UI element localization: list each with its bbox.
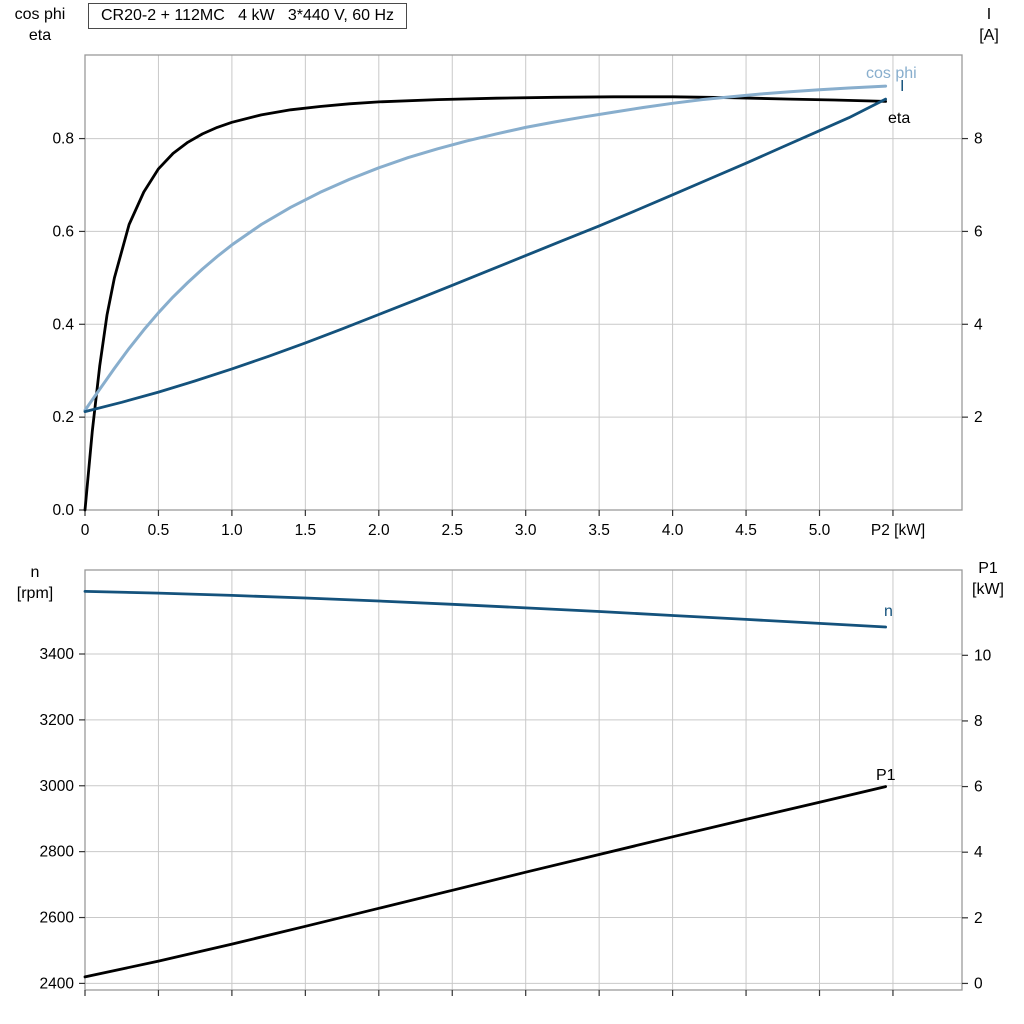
series-path-eta [83,95,887,512]
y-left-tick-label: 0.2 [52,409,74,426]
series-path-I [83,97,887,413]
y-left-tick-label: 3200 [40,712,75,729]
y-right-tick-label: 4 [974,844,983,861]
y-right-tick-label: 2 [974,910,983,927]
axis-unit-kw: [kW] [972,581,1004,598]
curve-label-P1: P1 [876,767,896,784]
x-tick-label: 2.0 [368,522,390,539]
y-right-tick-label: 2 [974,409,983,426]
y-right-tick-label: 0 [974,975,983,992]
y-left-tick-label: 2600 [40,910,75,927]
series-path-P1 [83,785,887,979]
curve-label-I: I [900,78,904,95]
plot-frame [84,54,963,511]
axis-unit-rpm: [rpm] [16,585,54,602]
x-tick-label: 4.5 [735,522,757,539]
curve-label-eta: eta [888,110,910,127]
series-path-cos-phi [83,84,888,412]
x-tick-label: 3.0 [515,522,537,539]
y-right-tick-label: 10 [974,647,992,664]
y-left-tick-label: 0.4 [52,316,74,333]
bottom-left-axis-label: n [rpm] [2,562,68,604]
plot-frame [84,569,963,991]
x-tick-label: 1.0 [221,522,243,539]
axis-label-speed: n [30,564,40,581]
chart-title: CR20-2 + 112MC 4 kW 3*440 V, 60 Hz [88,3,408,29]
y-left-tick-label: 0.8 [52,131,74,148]
y-right-tick-label: 4 [974,316,983,333]
x-axis-label: P2 [kW] [871,522,925,539]
x-tick-label: 2.5 [441,522,463,539]
x-tick-label: 5.0 [809,522,831,539]
series-path-n [83,590,887,629]
y-left-tick-label: 3400 [40,646,75,663]
y-left-tick-label: 3000 [40,778,75,795]
x-tick-label: 0.5 [148,522,170,539]
curve-label-n: n [884,603,893,620]
axis-unit-ampere: [A] [979,27,999,44]
top-left-axis-label: cos phi eta [2,4,78,46]
x-tick-label: 0 [81,522,90,539]
y-left-tick-label: 2400 [40,975,75,992]
x-tick-label: 3.5 [588,522,610,539]
y-right-tick-label: 8 [974,131,983,148]
y-right-tick-label: 8 [974,713,983,730]
axis-label-current: I [986,6,992,23]
bottom-right-axis-label: P1 [kW] [956,558,1020,600]
top-right-axis-label: I [A] [958,4,1020,46]
axis-label-p1: P1 [978,560,998,577]
x-tick-label: 1.5 [295,522,317,539]
curve-label-cos-phi: cos phi [866,65,917,82]
y-left-tick-label: 2800 [40,844,75,861]
axis-label-cos-phi: cos phi [14,6,66,23]
y-left-tick-label: 0.6 [52,223,74,240]
y-right-tick-label: 6 [974,223,983,240]
y-right-tick-label: 6 [974,779,983,796]
axis-label-eta: eta [28,27,52,44]
x-tick-label: 4.0 [662,522,684,539]
y-left-tick-label: 0.0 [52,502,74,519]
